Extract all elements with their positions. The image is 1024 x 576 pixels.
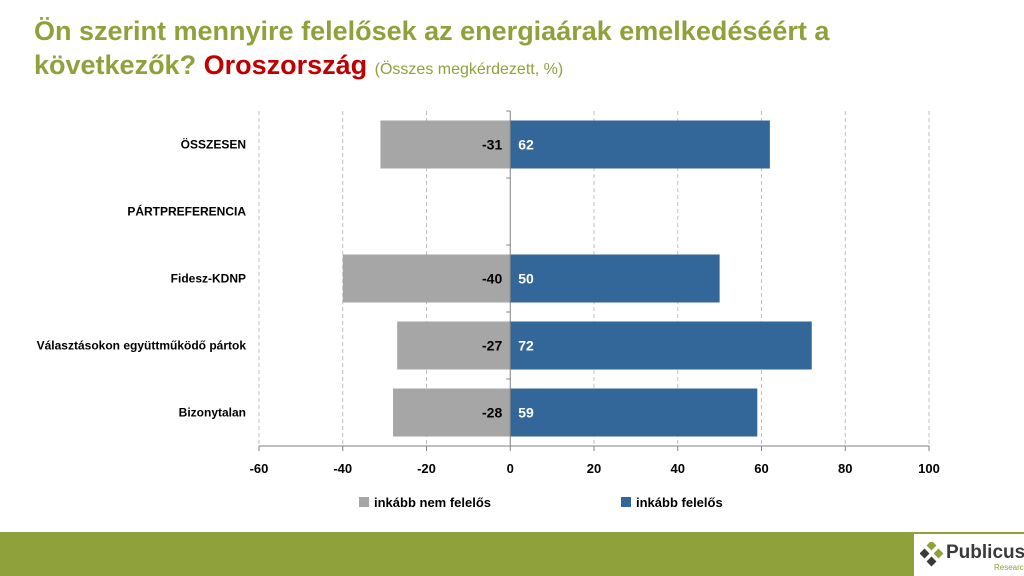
bar xyxy=(510,120,770,169)
bar xyxy=(510,321,812,370)
data-label: 62 xyxy=(518,137,534,153)
category-label: PÁRTPREFERENCIA xyxy=(127,204,246,219)
legend-label: inkább felelős xyxy=(636,495,723,510)
x-tick-label: 20 xyxy=(587,461,601,476)
x-tick-label: -40 xyxy=(333,461,352,476)
category-label: ÖSSZESEN xyxy=(181,137,246,152)
bar xyxy=(393,388,511,437)
legend-swatch xyxy=(359,497,369,507)
bar xyxy=(397,321,511,370)
footer-bar xyxy=(0,532,1024,576)
x-tick-label: -20 xyxy=(417,461,436,476)
data-label: -31 xyxy=(482,137,502,153)
title-subtitle: (Összes megkérdezett, %) xyxy=(374,61,564,78)
publicus-diamond-icon xyxy=(920,542,944,567)
category-label: Fidesz-KDNP xyxy=(171,272,246,286)
category-label: Bizonytalan xyxy=(179,406,246,420)
data-label: -27 xyxy=(482,338,502,354)
logo-name: Publicus xyxy=(946,542,1024,563)
data-label: 59 xyxy=(518,405,534,421)
legend-label: inkább nem felelős xyxy=(374,495,491,510)
data-label: 72 xyxy=(518,338,534,354)
diverging-bar-chart: -31 62 ÖSSZESEN PÁRTPREFERENCIA -40 50 Fidesz-… xyxy=(37,110,940,510)
bar xyxy=(510,388,758,437)
x-tick-label: -60 xyxy=(250,461,269,476)
x-tick-label: 0 xyxy=(507,461,514,476)
publicus-logo: Publicus Research xyxy=(914,534,1024,576)
bar xyxy=(510,254,720,303)
legend-swatch xyxy=(621,497,631,507)
category-label: Választásokon együttműködő pártok xyxy=(37,339,247,353)
x-tick-label: 80 xyxy=(838,461,852,476)
logo-sub: Research xyxy=(994,563,1024,572)
data-label: 50 xyxy=(518,271,534,287)
x-tick-label: 40 xyxy=(671,461,685,476)
x-tick-label: 100 xyxy=(918,461,940,476)
bar xyxy=(380,120,511,169)
data-label: -28 xyxy=(482,405,502,421)
title-highlight: Oroszország xyxy=(203,50,368,80)
chart-title: Ön szerint mennyire felelősek az energia… xyxy=(34,14,934,87)
data-label: -40 xyxy=(482,271,502,287)
title-main: Ön szerint mennyire felelősek az energia… xyxy=(34,16,830,80)
bar xyxy=(342,254,511,303)
x-tick-label: 60 xyxy=(754,461,768,476)
